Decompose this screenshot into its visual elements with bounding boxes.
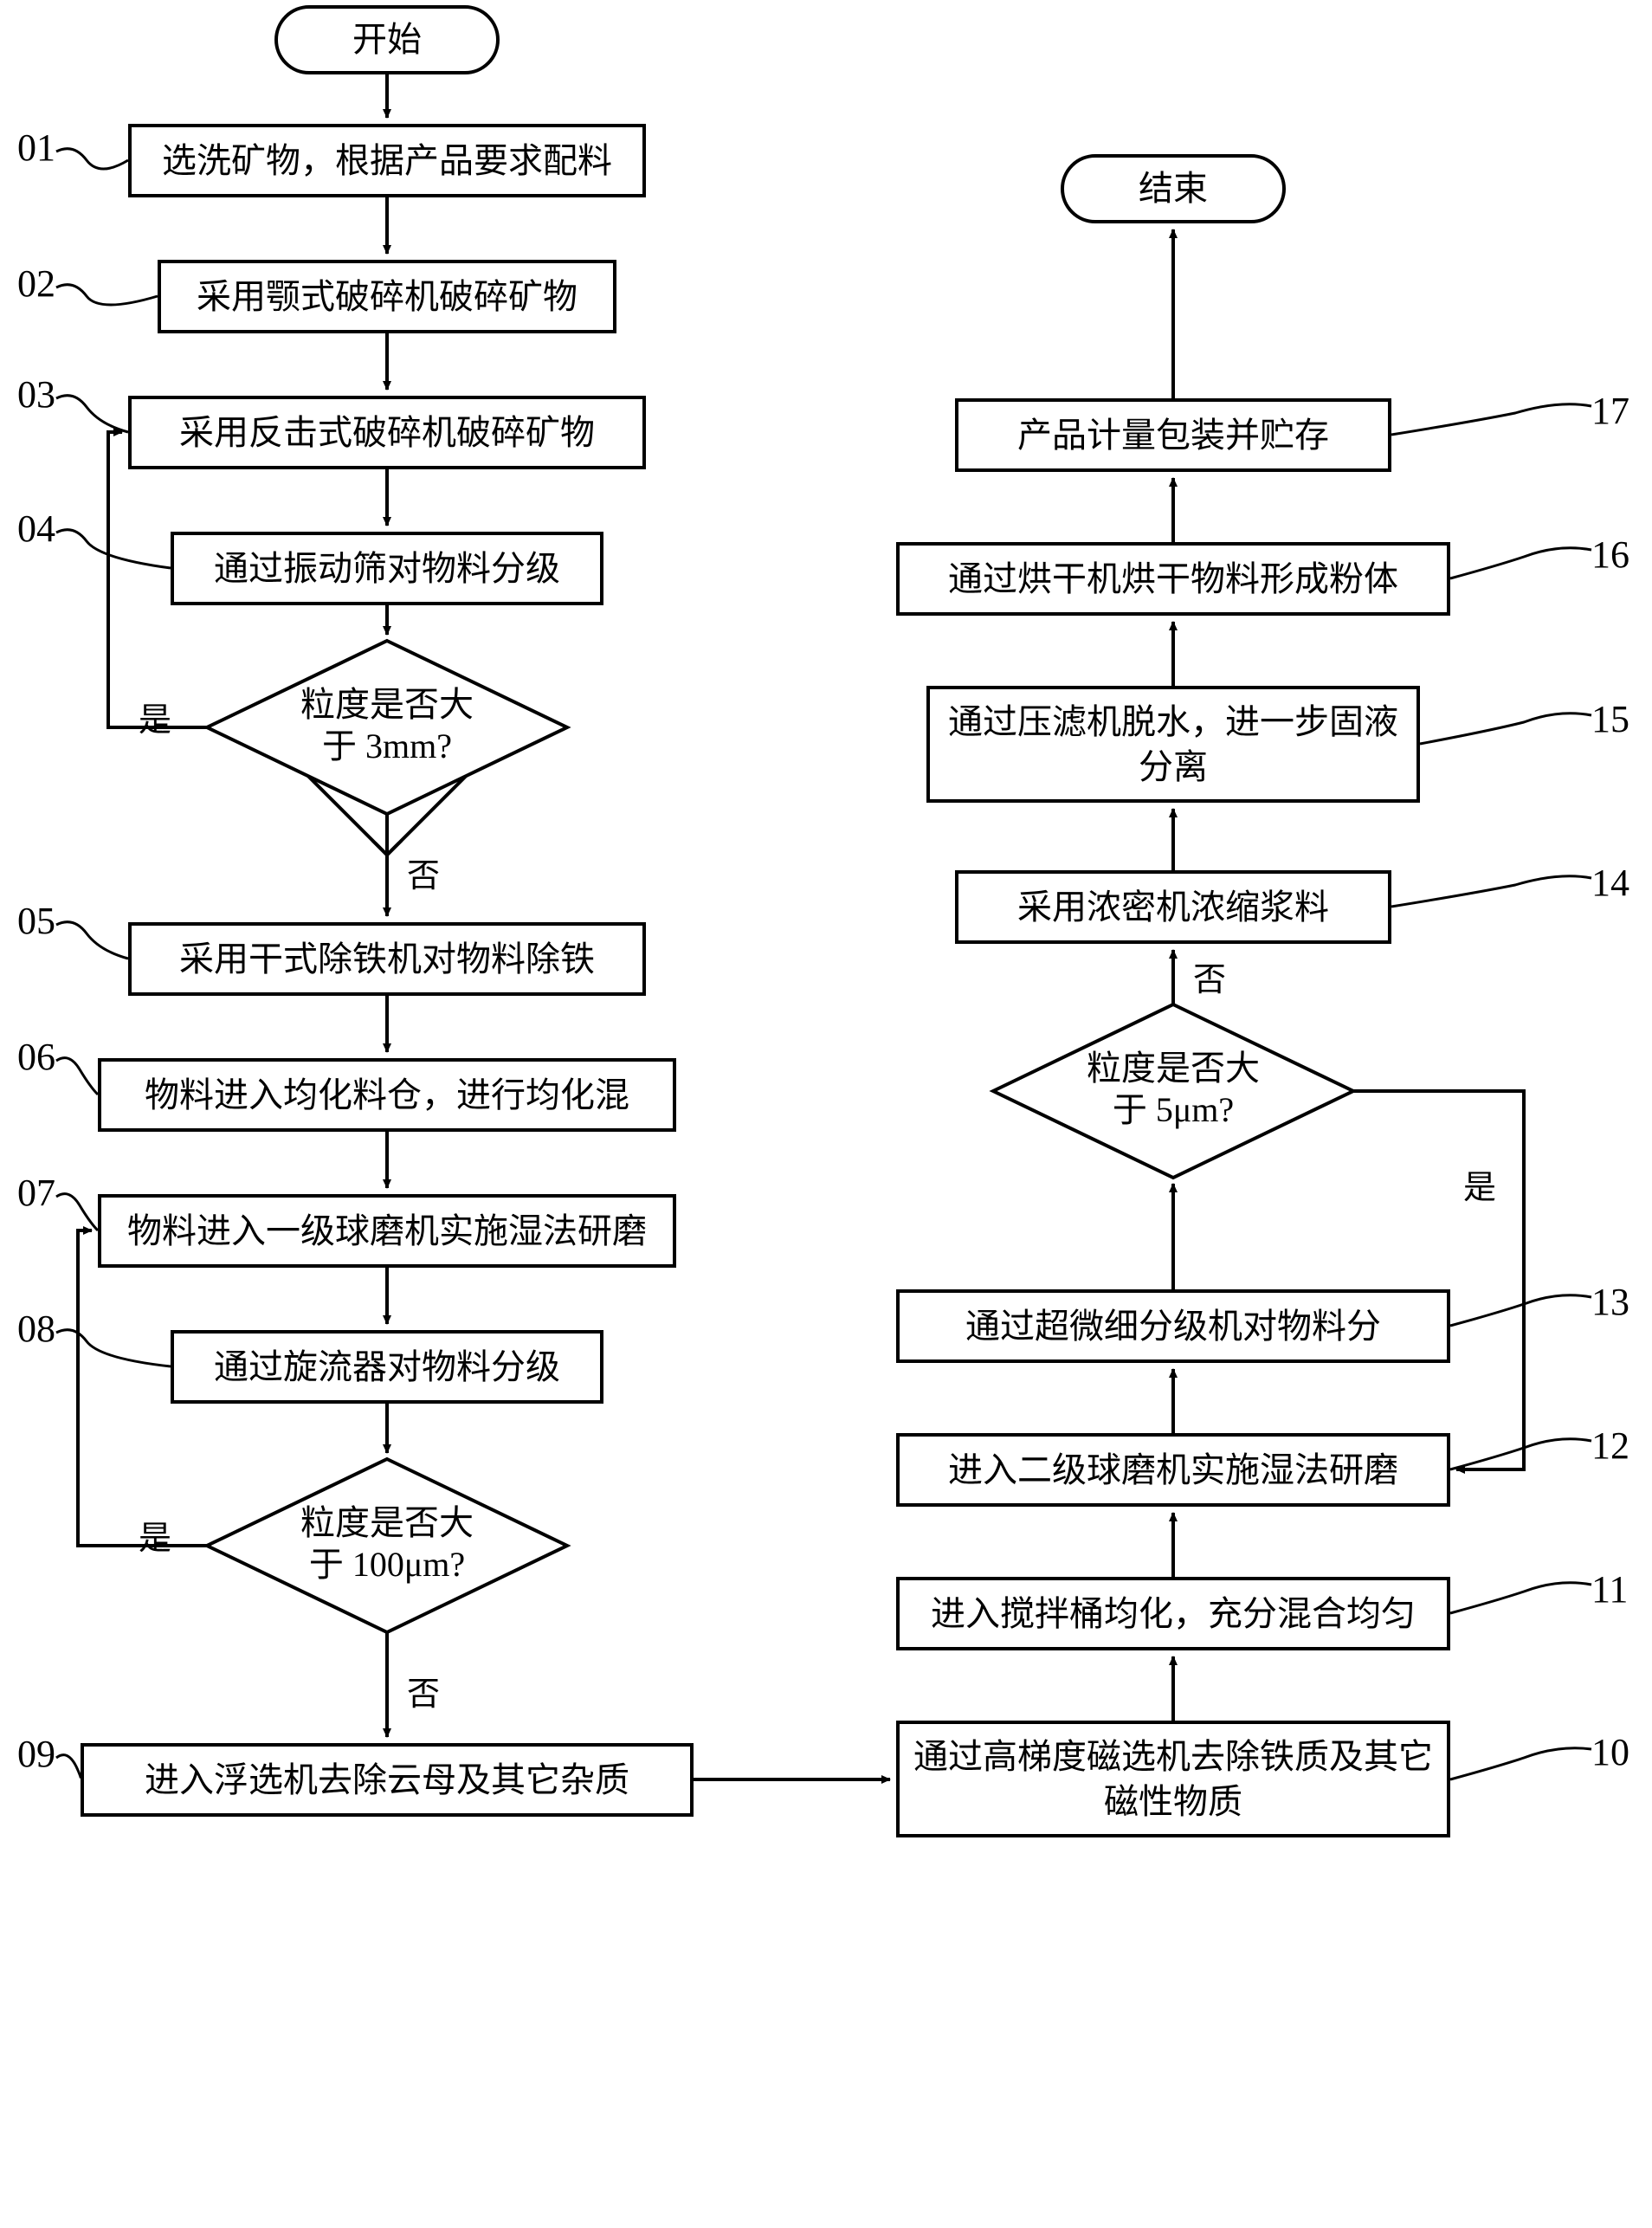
label-09: 09 <box>17 1732 55 1776</box>
box-13: 通过超微细分级机对物料分 <box>896 1289 1450 1363</box>
label-15: 15 <box>1591 697 1629 741</box>
box-16: 通过烘干机烘干物料形成粉体 <box>896 542 1450 616</box>
box-09: 进入浮选机去除云母及其它杂质 <box>81 1743 694 1817</box>
edge-d2-no: 否 <box>407 1667 440 1715</box>
box-17: 产品计量包装并贮存 <box>955 398 1391 472</box>
label-04: 04 <box>17 507 55 551</box>
label-17: 17 <box>1591 389 1629 433</box>
box-03: 采用反击式破碎机破碎矿物 <box>128 396 646 469</box>
box-15: 通过压滤机脱水，进一步固液分离 <box>926 686 1420 803</box>
box-08: 通过旋流器对物料分级 <box>171 1330 603 1404</box>
box-05: 采用干式除铁机对物料除铁 <box>128 922 646 996</box>
box-07: 物料进入一级球磨机实施湿法研磨 <box>98 1194 676 1268</box>
label-13: 13 <box>1591 1280 1629 1324</box>
box-04: 通过振动筛对物料分级 <box>171 532 603 605</box>
box-14: 采用浓密机浓缩浆料 <box>955 870 1391 944</box>
terminal-start: 开始 <box>274 5 500 74</box>
edge-d2-yes: 是 <box>139 1511 171 1559</box>
box-02: 采用颚式破碎机破碎矿物 <box>158 260 616 333</box>
box-12: 进入二级球磨机实施湿法研磨 <box>896 1433 1450 1507</box>
label-01: 01 <box>17 126 55 170</box>
box-06: 物料进入均化料仓，进行均化混 <box>98 1058 676 1132</box>
label-11: 11 <box>1591 1567 1628 1611</box>
edge-d3-no: 否 <box>1193 953 1226 1000</box>
label-03: 03 <box>17 372 55 417</box>
decision-d3-text: 粒度是否大 于 5μm? <box>1026 1048 1320 1131</box>
edge-d1-no: 否 <box>407 849 440 896</box>
box-11: 进入搅拌桶均化，充分混合均匀 <box>896 1577 1450 1650</box>
label-05: 05 <box>17 899 55 943</box>
edge-d1-yes: 是 <box>139 693 171 740</box>
decision-d2-text: 粒度是否大 于 100μm? <box>240 1502 534 1585</box>
label-02: 02 <box>17 262 55 306</box>
label-16: 16 <box>1591 533 1629 577</box>
box-01: 选洗矿物，根据产品要求配料 <box>128 124 646 197</box>
box-10: 通过高梯度磁选机去除铁质及其它磁性物质 <box>896 1721 1450 1837</box>
terminal-end: 结束 <box>1061 154 1286 223</box>
label-12: 12 <box>1591 1424 1629 1468</box>
label-14: 14 <box>1591 861 1629 905</box>
edge-d3-yes: 是 <box>1463 1160 1496 1208</box>
label-06: 06 <box>17 1035 55 1079</box>
label-10: 10 <box>1591 1730 1629 1774</box>
decision-d1-text: 粒度是否大 于 3mm? <box>240 684 534 767</box>
label-08: 08 <box>17 1307 55 1351</box>
label-07: 07 <box>17 1171 55 1215</box>
